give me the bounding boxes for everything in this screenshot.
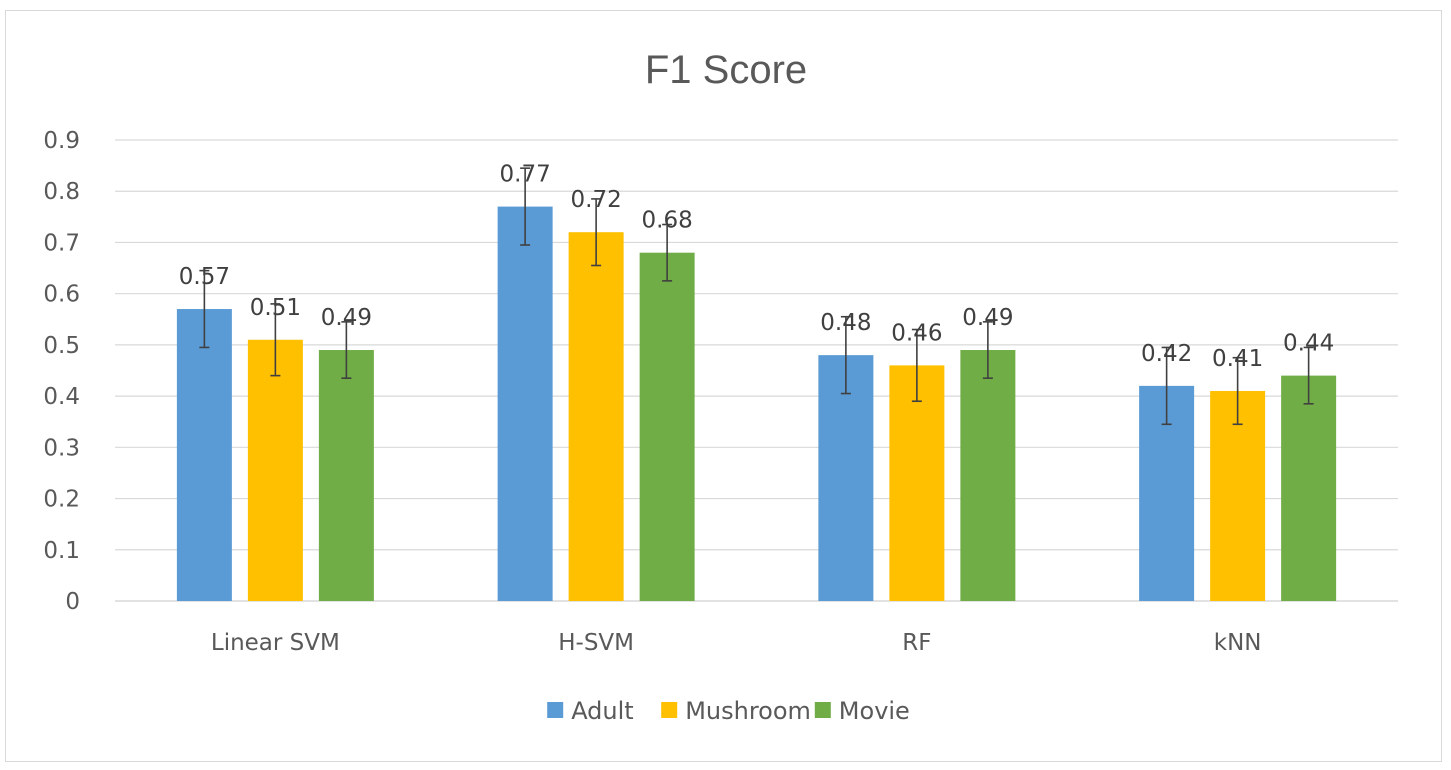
bar-adult-0 bbox=[176, 309, 232, 601]
y-tick-label: 0.2 bbox=[43, 487, 80, 513]
data-label: 0.42 bbox=[1141, 341, 1192, 367]
bar-movie-3 bbox=[1281, 375, 1337, 601]
legend-swatch-mushroom bbox=[661, 702, 678, 718]
data-label: 0.49 bbox=[962, 305, 1013, 331]
y-axis-ticks: 0 0.1 0.2 0.3 0.4 0.5 0.6 0.7 0.8 0.9 bbox=[43, 128, 80, 615]
bar-mushroom-1 bbox=[568, 232, 624, 601]
legend-label-movie: Movie bbox=[839, 697, 910, 725]
error-bars bbox=[199, 167, 1314, 426]
data-label: 0.77 bbox=[500, 162, 551, 188]
chart-title: F1 Score bbox=[645, 48, 807, 92]
y-tick-label: 0.6 bbox=[43, 282, 80, 308]
legend-swatch-movie bbox=[814, 702, 831, 718]
bars bbox=[176, 206, 1337, 602]
bar-mushroom-0 bbox=[247, 339, 303, 601]
data-labels: 0.57 0.51 0.49 0.77 0.72 0.68 0.48 0.46 0.49 0.42… bbox=[179, 162, 1334, 372]
y-tick-label: 0.8 bbox=[43, 179, 80, 205]
legend: Adult Mushroom Movie bbox=[547, 697, 910, 725]
y-tick-label: 0.9 bbox=[43, 128, 80, 154]
data-label: 0.49 bbox=[321, 305, 372, 331]
x-category-label: Linear SVM bbox=[211, 630, 340, 656]
x-category-label: H-SVM bbox=[558, 630, 634, 656]
legend-label-adult: Adult bbox=[571, 697, 634, 725]
gridlines bbox=[115, 139, 1398, 602]
y-tick-label: 0.5 bbox=[43, 333, 80, 359]
y-tick-label: 0.4 bbox=[43, 384, 80, 410]
data-label: 0.44 bbox=[1283, 331, 1334, 357]
y-tick-label: 0.1 bbox=[43, 538, 80, 564]
y-tick-label: 0 bbox=[65, 589, 80, 615]
data-label: 0.51 bbox=[250, 295, 301, 321]
data-label: 0.48 bbox=[820, 310, 871, 336]
legend-label-mushroom: Mushroom bbox=[685, 697, 811, 725]
chart-frame bbox=[5, 10, 1442, 762]
y-tick-label: 0.3 bbox=[43, 435, 80, 461]
legend-swatch-adult bbox=[547, 702, 564, 718]
bar-adult-2 bbox=[818, 355, 874, 601]
bar-movie-1 bbox=[639, 252, 695, 601]
x-category-label: kNN bbox=[1214, 630, 1262, 656]
data-label: 0.41 bbox=[1212, 346, 1263, 372]
x-axis-categories: Linear SVM H-SVM RF kNN bbox=[211, 630, 1262, 656]
x-category-label: RF bbox=[902, 630, 931, 656]
data-label: 0.68 bbox=[642, 208, 693, 234]
data-label: 0.72 bbox=[571, 187, 622, 213]
bar-mushroom-2 bbox=[889, 365, 945, 601]
y-tick-label: 0.7 bbox=[43, 230, 80, 256]
bar-adult-1 bbox=[497, 206, 553, 602]
bar-movie-0 bbox=[318, 350, 374, 601]
data-label: 0.46 bbox=[891, 320, 942, 346]
bar-movie-2 bbox=[960, 350, 1016, 601]
data-label: 0.57 bbox=[179, 264, 230, 290]
bar-mushroom-3 bbox=[1210, 390, 1266, 601]
